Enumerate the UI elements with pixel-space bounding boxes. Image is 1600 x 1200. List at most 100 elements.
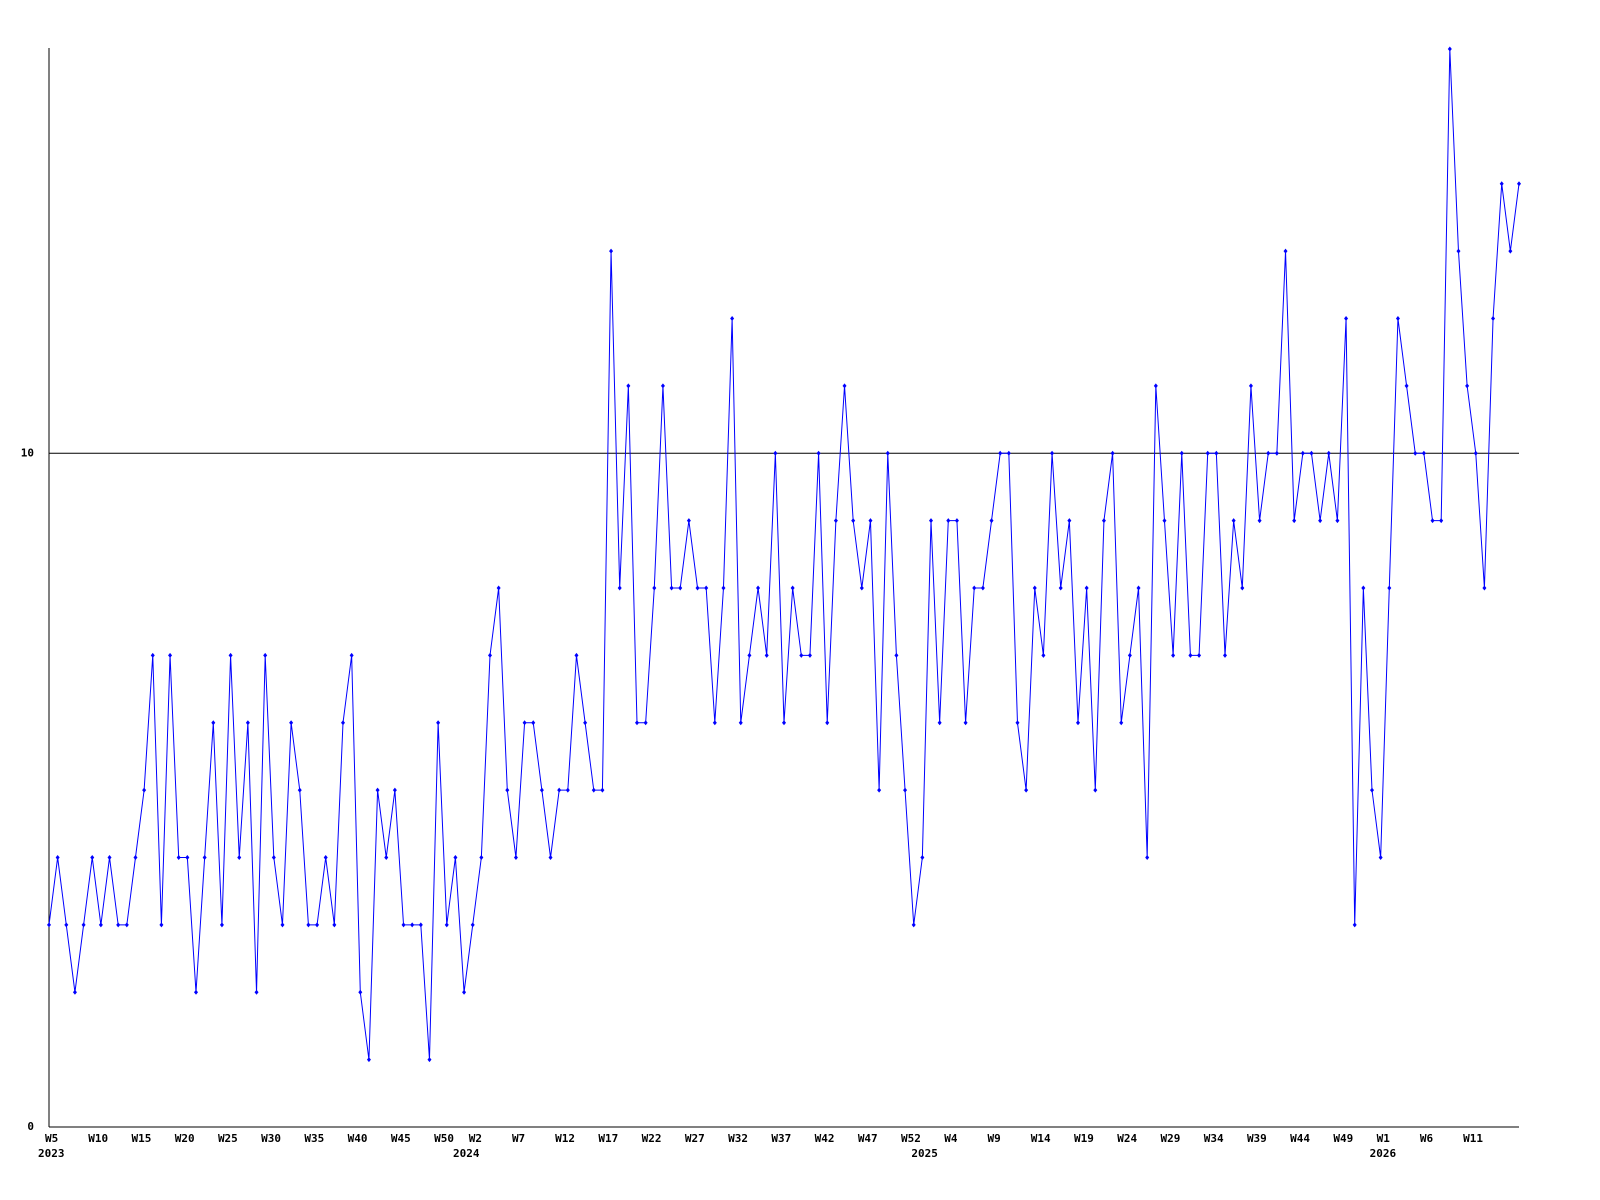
data-point xyxy=(384,855,389,860)
data-point xyxy=(1214,450,1219,456)
data-point xyxy=(1076,720,1080,726)
data-point xyxy=(1274,450,1279,456)
data-point xyxy=(920,855,925,860)
data-point xyxy=(903,787,908,793)
data-point xyxy=(150,652,155,658)
data-point xyxy=(81,922,86,928)
data-point xyxy=(1292,518,1297,524)
data-point xyxy=(1499,181,1504,187)
data-point xyxy=(315,922,320,928)
data-point xyxy=(1153,383,1158,389)
data-point xyxy=(1344,316,1349,321)
data-point xyxy=(254,989,259,995)
x-tick-label: W35 xyxy=(304,1132,324,1145)
data-point xyxy=(496,585,501,591)
data-point xyxy=(453,855,458,860)
data-point xyxy=(462,989,467,995)
data-point xyxy=(418,922,423,928)
data-point xyxy=(574,652,579,658)
data-point xyxy=(427,1057,432,1063)
data-point xyxy=(1283,248,1288,254)
data-point xyxy=(1421,450,1426,456)
data-point xyxy=(531,720,536,726)
data-point xyxy=(1413,450,1418,456)
data-point xyxy=(660,383,665,389)
data-point xyxy=(479,855,484,860)
data-point xyxy=(626,383,631,389)
data-point xyxy=(1482,585,1487,591)
x-tick-label: W9 xyxy=(988,1132,1001,1145)
data-point xyxy=(1300,450,1305,456)
x-tick-label: W50 xyxy=(434,1132,454,1145)
data-point xyxy=(1439,518,1444,524)
data-point xyxy=(851,518,856,524)
data-point xyxy=(1084,585,1089,591)
x-tick-label: W27 xyxy=(685,1132,705,1145)
data-point xyxy=(289,720,294,726)
data-point xyxy=(972,585,977,591)
data-point xyxy=(998,450,1003,456)
data-point xyxy=(1119,720,1124,726)
data-point xyxy=(1041,652,1046,658)
x-tick-label: W42 xyxy=(815,1132,835,1145)
x-tick-label: W45 xyxy=(391,1132,411,1145)
data-point xyxy=(1093,787,1098,793)
data-point xyxy=(488,652,492,658)
data-point xyxy=(107,855,112,860)
x-tick-label: W1 xyxy=(1377,1132,1391,1145)
data-point xyxy=(1248,383,1253,389)
data-point xyxy=(911,922,916,928)
x-tick-label: W49 xyxy=(1333,1132,1353,1145)
data-point xyxy=(894,652,899,658)
data-point xyxy=(116,922,121,928)
data-point xyxy=(816,450,821,456)
data-point xyxy=(332,922,337,928)
data-point xyxy=(124,922,129,928)
data-point xyxy=(773,450,778,456)
data-point xyxy=(436,720,441,726)
data-point xyxy=(643,720,648,726)
data-point xyxy=(1465,383,1470,389)
data-point xyxy=(280,922,285,928)
x-year-label: 2025 xyxy=(911,1147,938,1160)
data-point xyxy=(600,787,605,793)
x-tick-label: W47 xyxy=(858,1132,878,1145)
data-point xyxy=(807,652,812,658)
data-point xyxy=(505,787,510,793)
data-point xyxy=(764,652,769,658)
data-point xyxy=(211,720,216,726)
data-point xyxy=(444,922,449,928)
x-tick-label: W14 xyxy=(1031,1132,1051,1145)
data-point xyxy=(1006,450,1011,456)
data-point xyxy=(194,989,198,995)
data-point xyxy=(64,922,69,928)
data-point xyxy=(1404,383,1409,389)
data-point xyxy=(1318,518,1323,524)
x-tick-label: W5 xyxy=(45,1132,58,1145)
x-tick-label: W12 xyxy=(555,1132,575,1145)
data-point xyxy=(704,585,709,591)
data-point xyxy=(72,989,77,995)
data-point xyxy=(885,450,890,456)
data-point xyxy=(1352,922,1357,928)
data-point xyxy=(635,720,639,726)
data-point xyxy=(1378,855,1383,860)
data-point xyxy=(349,652,354,658)
data-point xyxy=(90,855,95,860)
data-point xyxy=(392,787,397,793)
data-point xyxy=(341,720,345,726)
data-point xyxy=(306,922,311,928)
data-point xyxy=(1309,450,1314,456)
data-point xyxy=(1171,652,1176,658)
x-year-label: 2023 xyxy=(38,1147,65,1160)
data-point xyxy=(1491,316,1496,321)
data-point xyxy=(782,720,786,726)
x-tick-label: W4 xyxy=(944,1132,958,1145)
data-point xyxy=(245,720,250,726)
x-tick-label: W15 xyxy=(131,1132,151,1145)
data-point xyxy=(470,922,475,928)
data-point xyxy=(1136,585,1141,591)
x-year-label: 2026 xyxy=(1370,1147,1397,1160)
data-point xyxy=(98,922,103,928)
